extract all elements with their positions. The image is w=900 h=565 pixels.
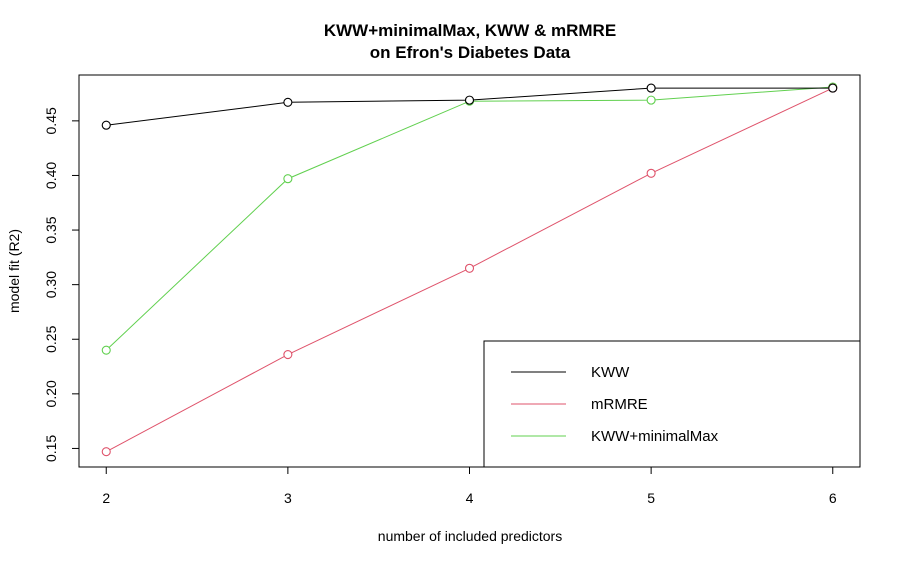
series-line-kww [106, 87, 833, 126]
data-point-kww-minimalmax [283, 174, 293, 184]
y-axis-label: model fit (R2) [6, 229, 22, 313]
x-tick-label: 6 [829, 490, 837, 506]
x-tick-label: 3 [284, 490, 292, 506]
data-point-mrmre [646, 168, 656, 178]
data-point-kww [101, 120, 111, 130]
data-point-kww [283, 97, 293, 107]
legend-label-mrmre: mRMRE [591, 396, 648, 413]
x-tick-label: 4 [466, 490, 474, 506]
x-axis-label: number of included predictors [378, 528, 562, 544]
data-point-kww [646, 83, 656, 93]
data-point-mrmre [283, 349, 293, 360]
y-tick-label: 0.45 [43, 107, 59, 134]
series-layer [101, 82, 838, 457]
data-point-mrmre [464, 263, 475, 273]
legend: KWW mRMRE KWW+minimalMax [483, 340, 861, 468]
chart-subtitle: on Efron's Diabetes Data [370, 43, 571, 62]
x-axis: 2 3 4 5 6 [102, 467, 837, 506]
y-axis: 0.15 0.20 0.25 0.30 0.35 0.40 0.45 [43, 107, 79, 462]
chart-title: KWW+minimalMax, KWW & mRMRE [324, 21, 616, 40]
y-tick-label: 0.25 [43, 325, 59, 352]
x-tick-label: 5 [647, 490, 655, 506]
x-tick-label: 2 [102, 490, 110, 506]
y-tick-label: 0.40 [43, 162, 59, 189]
legend-label-kww-minimalmax: KWW+minimalMax [591, 428, 719, 445]
y-tick-label: 0.35 [43, 216, 59, 243]
data-point-mrmre [101, 447, 111, 457]
y-tick-label: 0.20 [43, 380, 59, 407]
data-point-kww-minimalmax [646, 95, 656, 105]
data-point-kww [828, 83, 838, 93]
series-line-kww-minimalmax [105, 86, 833, 351]
y-tick-label: 0.15 [43, 435, 59, 462]
y-tick-label: 0.30 [43, 271, 59, 298]
legend-label-kww: KWW [591, 364, 630, 381]
data-point-kww-minimalmax [101, 345, 111, 355]
data-point-kww [464, 95, 475, 105]
